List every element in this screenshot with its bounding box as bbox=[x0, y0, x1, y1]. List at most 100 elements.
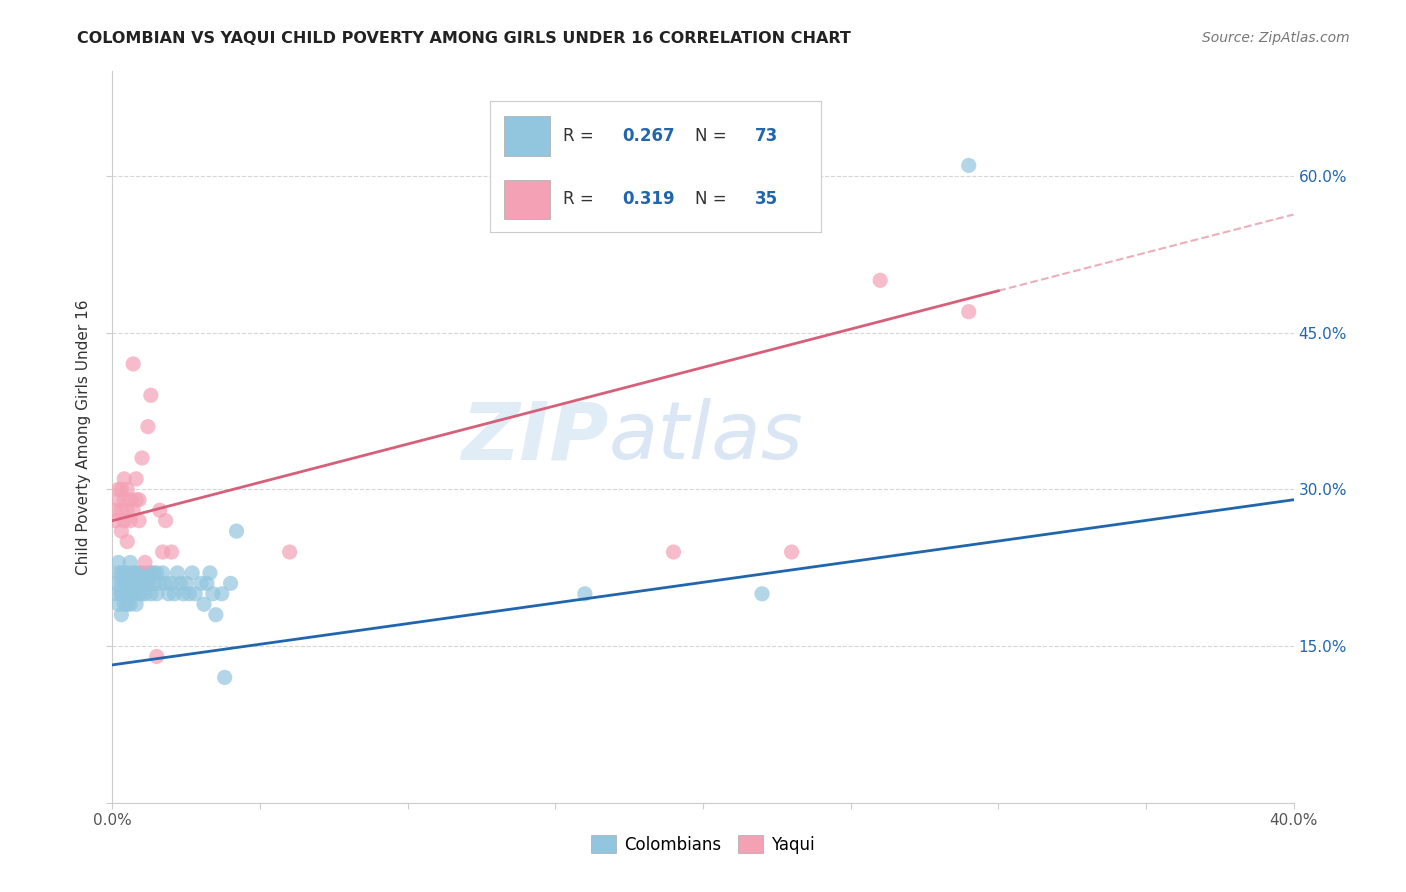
Point bbox=[107, 492, 129, 507]
Point bbox=[139, 388, 162, 402]
Point bbox=[112, 514, 135, 528]
Point bbox=[120, 556, 142, 570]
Point bbox=[181, 566, 204, 580]
Point bbox=[125, 472, 148, 486]
Point bbox=[131, 566, 153, 580]
Point bbox=[117, 597, 138, 611]
Legend: Colombians, Yaqui: Colombians, Yaqui bbox=[585, 829, 821, 860]
Point bbox=[117, 503, 138, 517]
Point bbox=[122, 357, 145, 371]
Point bbox=[160, 545, 183, 559]
Point bbox=[225, 524, 247, 538]
Point bbox=[110, 483, 132, 497]
Point bbox=[278, 545, 301, 559]
Point bbox=[198, 566, 221, 580]
Point bbox=[139, 587, 162, 601]
Point bbox=[134, 576, 156, 591]
Point bbox=[110, 576, 132, 591]
Point bbox=[169, 576, 191, 591]
Point bbox=[139, 566, 162, 580]
Point bbox=[122, 503, 145, 517]
Text: COLOMBIAN VS YAQUI CHILD POVERTY AMONG GIRLS UNDER 16 CORRELATION CHART: COLOMBIAN VS YAQUI CHILD POVERTY AMONG G… bbox=[77, 31, 851, 46]
Point bbox=[134, 556, 156, 570]
Point bbox=[112, 472, 135, 486]
Point bbox=[160, 576, 183, 591]
Point bbox=[112, 587, 135, 601]
Point bbox=[131, 576, 153, 591]
Text: ZIP: ZIP bbox=[461, 398, 609, 476]
Point bbox=[190, 576, 212, 591]
Text: atlas: atlas bbox=[609, 398, 803, 476]
Point bbox=[136, 419, 159, 434]
Point bbox=[155, 576, 177, 591]
Point bbox=[110, 587, 132, 601]
Point bbox=[120, 576, 142, 591]
Point bbox=[957, 158, 980, 172]
Point bbox=[104, 576, 127, 591]
Point bbox=[110, 524, 132, 538]
Point bbox=[146, 649, 169, 664]
Point bbox=[112, 576, 135, 591]
Point bbox=[120, 514, 142, 528]
Point bbox=[120, 492, 142, 507]
Point bbox=[219, 576, 242, 591]
Point bbox=[146, 587, 169, 601]
Point bbox=[125, 492, 148, 507]
Y-axis label: Child Poverty Among Girls Under 16: Child Poverty Among Girls Under 16 bbox=[76, 300, 91, 574]
Point bbox=[117, 587, 138, 601]
Point bbox=[110, 607, 132, 622]
Point bbox=[131, 587, 153, 601]
Point bbox=[174, 576, 197, 591]
Point bbox=[117, 566, 138, 580]
Point bbox=[166, 566, 188, 580]
Point bbox=[136, 566, 159, 580]
Point bbox=[128, 576, 150, 591]
Point bbox=[110, 587, 132, 601]
Point bbox=[142, 576, 165, 591]
Point bbox=[157, 587, 180, 601]
Point bbox=[112, 492, 135, 507]
Point bbox=[122, 587, 145, 601]
Point bbox=[112, 566, 135, 580]
Point bbox=[152, 545, 174, 559]
Point bbox=[117, 587, 138, 601]
Point bbox=[104, 503, 127, 517]
Point bbox=[662, 545, 685, 559]
Point bbox=[201, 587, 224, 601]
Point bbox=[107, 597, 129, 611]
Point bbox=[107, 483, 129, 497]
Point bbox=[155, 514, 177, 528]
Point bbox=[195, 576, 218, 591]
Point bbox=[136, 576, 159, 591]
Point bbox=[110, 503, 132, 517]
Point bbox=[205, 607, 228, 622]
Point bbox=[117, 483, 138, 497]
Point bbox=[107, 556, 129, 570]
Point bbox=[104, 587, 127, 601]
Point bbox=[122, 576, 145, 591]
Point bbox=[120, 587, 142, 601]
Point bbox=[193, 597, 215, 611]
Point bbox=[574, 587, 596, 601]
Point bbox=[134, 587, 156, 601]
Point bbox=[214, 670, 236, 684]
Point bbox=[120, 597, 142, 611]
Point bbox=[128, 514, 150, 528]
Point bbox=[780, 545, 803, 559]
Point bbox=[131, 450, 153, 465]
Point bbox=[122, 587, 145, 601]
Point bbox=[146, 566, 169, 580]
Point bbox=[149, 576, 172, 591]
Point bbox=[149, 503, 172, 517]
Text: Source: ZipAtlas.com: Source: ZipAtlas.com bbox=[1202, 31, 1350, 45]
Point bbox=[184, 587, 207, 601]
Point bbox=[869, 273, 891, 287]
Point bbox=[125, 597, 148, 611]
Point bbox=[117, 576, 138, 591]
Point bbox=[172, 587, 194, 601]
Point bbox=[112, 597, 135, 611]
Point bbox=[751, 587, 773, 601]
Point bbox=[163, 587, 186, 601]
Point bbox=[122, 566, 145, 580]
Point bbox=[110, 566, 132, 580]
